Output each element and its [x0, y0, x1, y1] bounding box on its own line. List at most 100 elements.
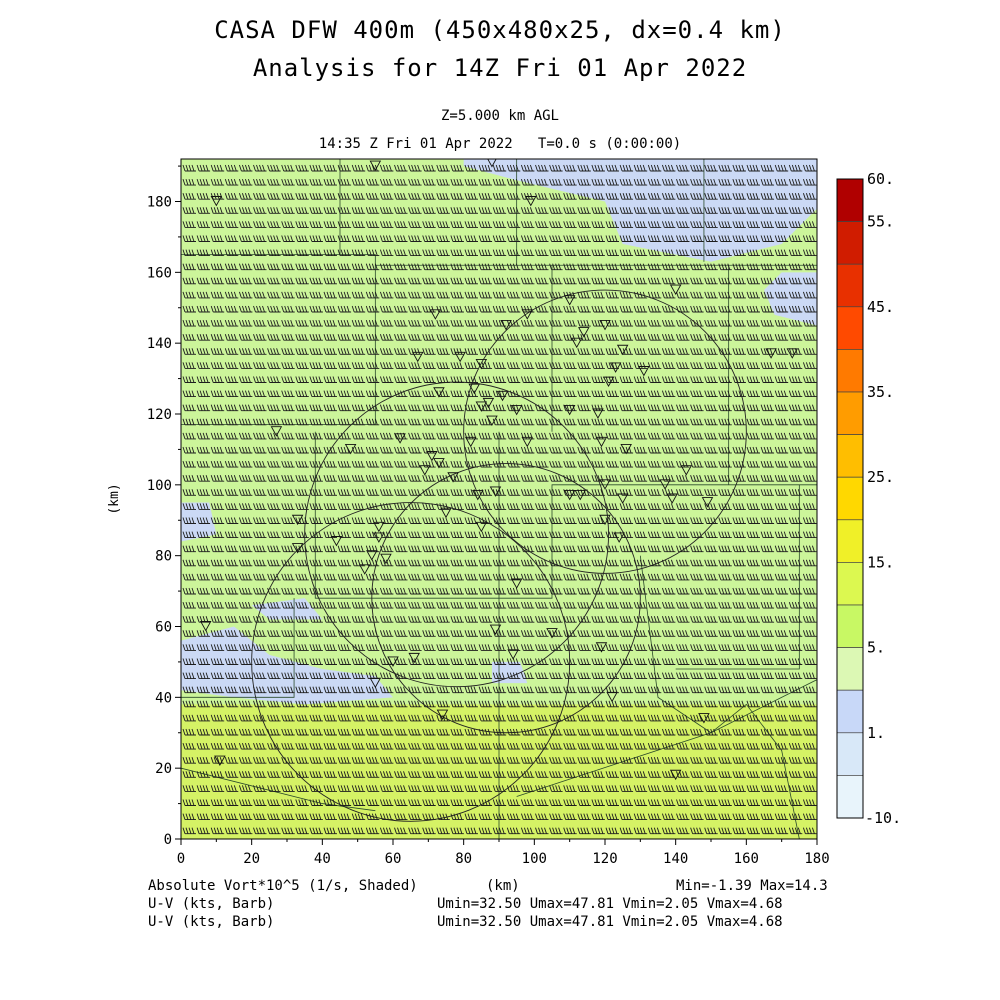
- wind-barb-stroke: [309, 446, 323, 454]
- wind-barb: [661, 827, 676, 835]
- wind-barb-stroke: [535, 757, 549, 764]
- wind-barb: [309, 319, 323, 327]
- wind-barb: [633, 714, 648, 722]
- wind-barb-stroke: [464, 362, 478, 369]
- barb-label-2: U-V (kts, Barb): [148, 914, 275, 930]
- wind-barb: [281, 616, 295, 623]
- wind-barb-stroke: [577, 221, 591, 228]
- wind-barb-stroke: [591, 813, 605, 821]
- wind-barb-stroke: [535, 658, 549, 665]
- wind-barb-stroke: [661, 475, 676, 482]
- wind-barb-stroke: [563, 630, 577, 637]
- wind-barb: [591, 362, 605, 369]
- wind-barbs: [182, 164, 817, 835]
- wind-barb-stroke: [478, 714, 493, 722]
- wind-barb: [196, 334, 211, 341]
- wind-barb-stroke: [704, 164, 718, 172]
- wind-barb: [704, 531, 718, 539]
- wind-barb: [450, 235, 464, 242]
- wind-barb: [563, 573, 577, 581]
- wind-barb: [802, 658, 817, 665]
- wind-barb-stroke: [351, 658, 366, 665]
- wind-barb-stroke: [478, 587, 493, 595]
- wind-barb-stroke: [323, 319, 337, 327]
- wind-barb-stroke: [520, 799, 535, 806]
- wind-barb-stroke: [408, 587, 422, 595]
- wind-barb: [309, 573, 323, 581]
- wind-barb: [577, 714, 591, 722]
- wind-barb: [295, 728, 309, 736]
- wind-barb-stroke: [633, 658, 648, 665]
- wind-barb-stroke: [295, 785, 309, 792]
- wind-barb: [323, 460, 337, 468]
- wind-barb-stroke: [520, 601, 535, 609]
- wind-barb: [647, 531, 662, 539]
- wind-barb: [323, 376, 337, 383]
- wind-barb: [549, 573, 563, 581]
- wind-barb: [605, 446, 619, 454]
- wind-barb-stroke: [422, 757, 436, 764]
- wind-barb-stroke: [408, 616, 422, 623]
- site-marker: [433, 387, 445, 398]
- wind-barb-stroke: [563, 714, 577, 722]
- wind-barb-stroke: [591, 728, 605, 736]
- wind-barb: [210, 531, 225, 539]
- wind-barb: [520, 672, 535, 680]
- wind-barb: [408, 644, 422, 651]
- wind-barb-stroke: [788, 334, 803, 341]
- wind-barb-stroke: [365, 178, 380, 186]
- wind-barb: [492, 235, 507, 242]
- wind-barb: [267, 771, 281, 778]
- wind-barb-stroke: [633, 630, 648, 637]
- wind-barb-stroke: [295, 742, 309, 750]
- wind-barb: [774, 714, 789, 722]
- wind-barb-stroke: [182, 742, 196, 750]
- wind-barb: [535, 545, 549, 553]
- wind-barb-stroke: [182, 587, 196, 595]
- wind-barb-stroke: [253, 616, 267, 623]
- wind-barb: [281, 742, 295, 750]
- wind-barb-stroke: [633, 601, 648, 609]
- wind-barb-stroke: [281, 630, 295, 637]
- wind-barb-stroke: [732, 390, 746, 398]
- wind-barb-stroke: [351, 348, 366, 355]
- wind-barb: [520, 263, 535, 271]
- field-low-region: [251, 598, 323, 620]
- wind-barb: [690, 418, 704, 426]
- wind-barb-stroke: [718, 178, 732, 186]
- wind-barb-stroke: [760, 771, 775, 778]
- wind-barb: [182, 446, 196, 454]
- wind-barb-stroke: [394, 390, 408, 398]
- wind-barb-stroke: [323, 334, 337, 341]
- wind-barb-stroke: [351, 742, 366, 750]
- site-marker: [468, 383, 481, 395]
- wind-barb: [281, 728, 295, 736]
- wind-barb: [210, 249, 225, 257]
- wind-barb-stroke: [394, 334, 408, 341]
- wind-barb-stroke: [323, 785, 337, 792]
- site-marker: [426, 451, 438, 462]
- wind-barb: [591, 559, 605, 567]
- site-marker: [521, 436, 534, 448]
- wind-barb: [351, 827, 366, 835]
- wind-barb: [253, 728, 267, 736]
- wind-barb: [422, 771, 436, 778]
- wind-barb: [605, 813, 619, 821]
- wind-barb-stroke: [450, 319, 464, 327]
- wind-barb-stroke: [337, 376, 352, 383]
- wind-barb-stroke: [394, 489, 408, 496]
- wind-barb-stroke: [464, 559, 478, 567]
- wind-barb: [774, 700, 789, 708]
- wind-barb-stroke: [196, 686, 211, 694]
- wind-barb-stroke: [619, 475, 634, 482]
- wind-barb-stroke: [436, 827, 450, 835]
- wind-barb-stroke: [535, 616, 549, 623]
- wind-barb: [351, 813, 366, 821]
- wind-barb: [408, 178, 422, 186]
- wind-barb-stroke: [450, 460, 464, 468]
- wind-barb: [436, 503, 450, 510]
- wind-barb: [676, 658, 690, 665]
- wind-barb-stroke: [591, 319, 605, 327]
- wind-barb-stroke: [577, 334, 591, 341]
- wind-barb-stroke: [661, 616, 676, 623]
